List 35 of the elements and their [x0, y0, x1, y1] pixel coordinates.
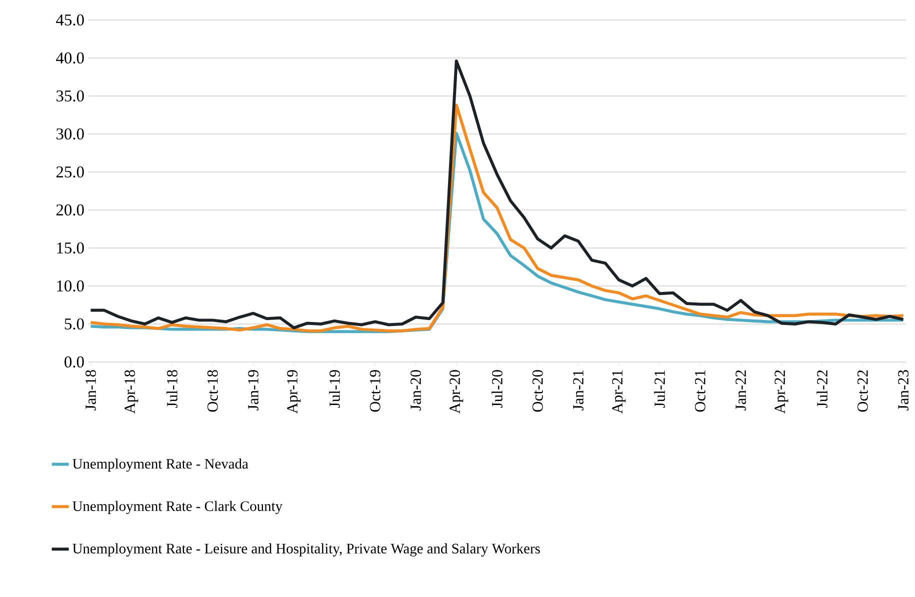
x-tick-label: Apr-21	[612, 370, 626, 414]
x-tick-label: Jul-20	[492, 370, 502, 408]
y-tick-label: 0.0	[64, 356, 84, 368]
x-tick-label: Apr-18	[124, 370, 138, 414]
x-tick-label: Apr-22	[774, 370, 788, 414]
y-tick-label: 45.0	[56, 14, 84, 26]
x-tick-label: Oct-20	[532, 370, 543, 412]
x-tick-label: Oct-18	[207, 370, 218, 412]
y-tick-label: 30.0	[56, 128, 84, 140]
line-series	[89, 60, 905, 330]
legend-label: Unemployment Rate - Nevada	[72, 458, 248, 472]
x-tick-label: Apr-19	[287, 370, 301, 414]
x-tick-label: Jan-20	[410, 370, 421, 410]
x-tick-label: Apr-20	[450, 370, 464, 414]
y-tick-label: 35.0	[56, 90, 84, 102]
y-tick-label: 15.0	[57, 242, 84, 254]
legend-label: Unemployment Rate - Clark County	[72, 500, 282, 514]
x-tick-label: Jul-22	[816, 370, 828, 408]
x-tick-label: Jan-19	[248, 370, 258, 410]
x-tick-label: Jan-18	[86, 370, 96, 410]
x-tick-label: Oct-19	[370, 370, 380, 412]
y-tick-label: 20.0	[56, 204, 84, 216]
x-tick-label: Oct-21	[694, 370, 706, 412]
x-tick-label: Jul-18	[166, 370, 178, 408]
y-tick-label: 10.0	[57, 280, 84, 292]
x-tick-label: Jul-19	[329, 370, 340, 408]
x-tick-label: Oct-22	[857, 370, 868, 412]
x-tick-label: Jan-23	[898, 370, 908, 410]
y-tick-label: 25.0	[56, 166, 84, 178]
x-tick-label: Jan-21	[573, 370, 584, 410]
x-tick-label: Jan-22	[736, 370, 746, 410]
y-tick-label: 40.0	[56, 52, 84, 64]
y-tick-label: 5.0	[64, 318, 84, 330]
x-tick-label: Jul-21	[654, 370, 665, 408]
legend-label: Unemployment Rate - Leisure and Hospitality, Private Wage and Salary Workers	[72, 543, 540, 556]
